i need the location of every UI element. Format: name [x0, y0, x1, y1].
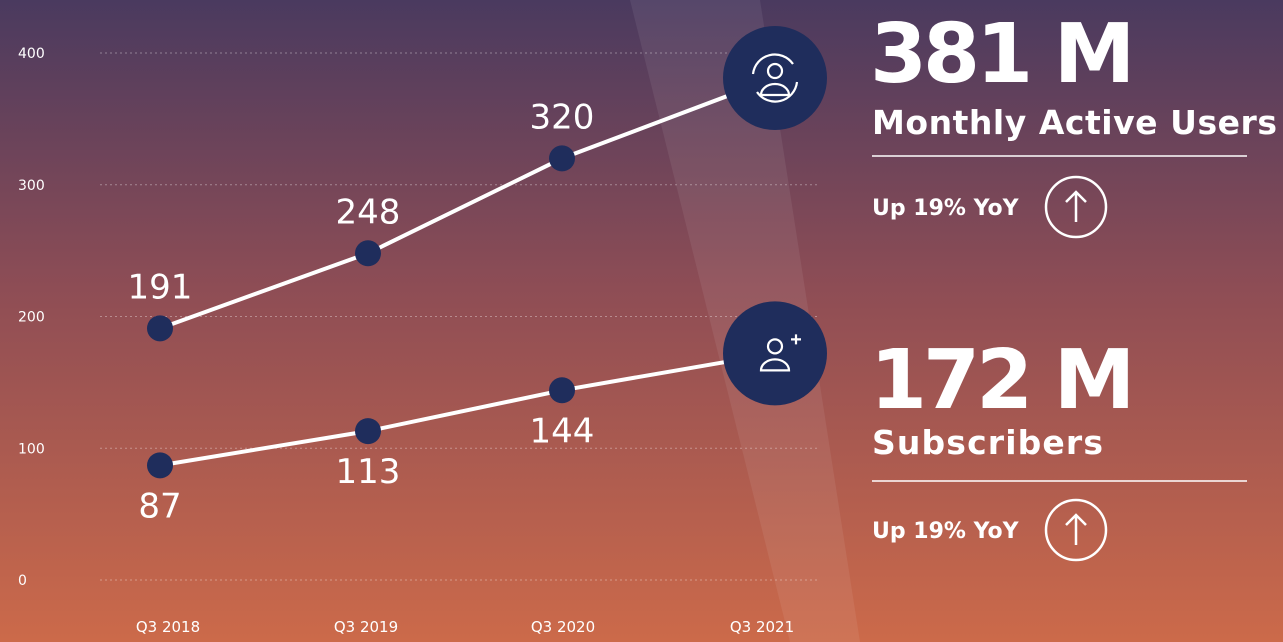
- marker: [549, 377, 575, 404]
- value-label: 248: [336, 192, 401, 232]
- icon-body: [759, 82, 791, 97]
- y-tick-label: 400: [18, 46, 45, 62]
- annotation: Up 19% YoY: [872, 196, 1020, 221]
- y-tick-label: 100: [18, 441, 45, 457]
- x-tick-label: Q3 2021: [730, 618, 794, 636]
- series-name: Subscribers: [872, 423, 1102, 462]
- x-tick-label: Q3 2019: [334, 618, 398, 636]
- value-label: 144: [530, 411, 595, 451]
- up-arrow: [1065, 513, 1087, 545]
- value-label: 320: [530, 97, 595, 137]
- marker: [147, 315, 173, 342]
- marker: [355, 240, 381, 267]
- marker: [549, 145, 575, 172]
- value-label: 87: [138, 486, 181, 526]
- y-tick-label: 300: [18, 178, 45, 194]
- plot: 0 100 200 300 400 Q3 2018 Q3 2019 Q3 2020 Q3 202…: [18, 26, 827, 636]
- x-tick-label: Q3 2018: [136, 618, 200, 636]
- marker: [147, 452, 173, 479]
- y-tick-label: 0: [18, 573, 27, 589]
- icon-head: [766, 338, 784, 355]
- value-label: 113: [336, 452, 401, 492]
- series-line: [159, 76, 776, 331]
- up-arrow-circle: [1044, 175, 1108, 239]
- series-name: Monthly Active Users: [872, 103, 1276, 142]
- up-arrow: [1065, 190, 1087, 222]
- value-label: 191: [128, 267, 193, 307]
- annotation: Up 19% YoY: [872, 519, 1020, 544]
- icon-head: [766, 62, 784, 80]
- icon-body: [759, 358, 791, 372]
- marker: [355, 418, 381, 445]
- big-value: 172 M: [870, 333, 1131, 428]
- big-value: 381 M: [870, 7, 1131, 102]
- x-tick-label: Q3 2020: [531, 618, 595, 636]
- icon-cycle: [751, 53, 799, 103]
- y-tick-label: 200: [18, 310, 45, 326]
- up-arrow-circle: [1044, 498, 1108, 562]
- icon-plus: [791, 334, 801, 345]
- series-line: [159, 351, 776, 468]
